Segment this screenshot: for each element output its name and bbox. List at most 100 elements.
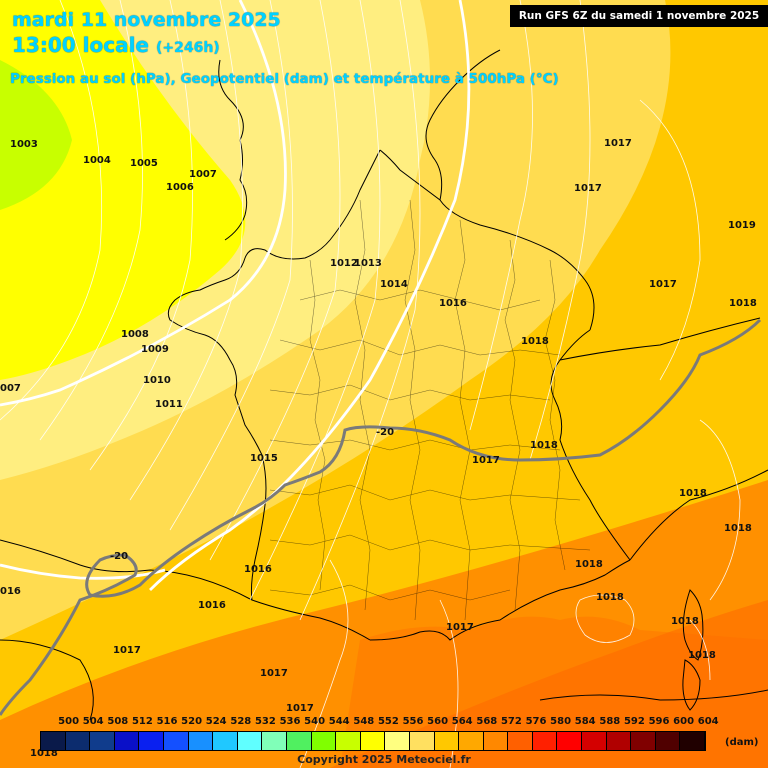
pressure-label: 1018 <box>596 592 624 603</box>
isotherm-label: -20 <box>110 551 128 562</box>
legend-tick-label: 576 <box>525 716 547 727</box>
pressure-label: 1004 <box>83 155 111 166</box>
local-time-value: 13:00 locale <box>12 33 149 57</box>
legend-tick-label: 536 <box>279 716 301 727</box>
color-legend <box>40 731 707 751</box>
pressure-label: 1017 <box>446 622 474 633</box>
legend-swatch <box>65 732 91 750</box>
pressure-label: 007 <box>0 383 21 394</box>
pressure-label: 1007 <box>189 169 217 180</box>
departments <box>269 199 591 621</box>
legend-tick-label: 592 <box>623 716 645 727</box>
legend-tick-label: 500 <box>58 716 80 727</box>
pressure-label: 1016 <box>244 564 272 575</box>
pressure-label: 1018 <box>521 336 549 347</box>
pressure-label: 1005 <box>130 158 158 169</box>
legend-tick-label: 520 <box>181 716 203 727</box>
legend-swatch <box>655 732 681 750</box>
legend-unit: (dam) <box>725 737 759 748</box>
legend-swatch <box>311 732 337 750</box>
pressure-label: 1017 <box>260 668 288 679</box>
pressure-label: 1019 <box>728 220 756 231</box>
pressure-label: 1003 <box>10 139 38 150</box>
legend-tick-label: 524 <box>205 716 227 727</box>
legend-swatch <box>114 732 140 750</box>
pressure-label: 1018 <box>671 616 699 627</box>
legend-swatch <box>680 732 706 750</box>
legend-tick-label: 604 <box>697 716 719 727</box>
legend-tick-label: 532 <box>254 716 276 727</box>
pressure-labels: 1003 1004 1005 1006 1007 1008 1009 1010 … <box>0 138 757 759</box>
legend-tick-label: 548 <box>353 716 375 727</box>
pressure-label: 1017 <box>286 703 314 714</box>
legend-tick-label: 556 <box>402 716 424 727</box>
legend-swatch <box>41 732 66 750</box>
pressure-label: 1010 <box>143 375 171 386</box>
map-title: mardi 11 novembre 2025 <box>12 9 281 31</box>
legend-tick-label: 544 <box>328 716 350 727</box>
run-info-banner: Run GFS 6Z du samedi 1 novembre 2025 <box>510 5 768 27</box>
legend-tick-label: 560 <box>427 716 449 727</box>
legend-swatch <box>582 732 607 750</box>
pressure-label: 1015 <box>250 453 278 464</box>
map-subtitle: Pression au sol (hPa), Geopotentiel (dam… <box>10 71 559 87</box>
copyright: Copyright 2025 Meteociel.fr <box>297 753 471 766</box>
pressure-label: 1017 <box>574 183 602 194</box>
legend-swatch <box>188 732 214 750</box>
legend-swatch <box>606 732 632 750</box>
pressure-label: 1017 <box>113 645 141 656</box>
legend-swatch <box>459 732 484 750</box>
pressure-label: 1016 <box>439 298 467 309</box>
temperature-isotherm <box>0 318 762 716</box>
geopotential-contours <box>0 0 471 591</box>
pressure-label: 1013 <box>354 258 382 269</box>
legend-swatch <box>434 732 460 750</box>
legend-swatch <box>557 732 583 750</box>
legend-swatch <box>163 732 189 750</box>
legend-swatch <box>508 732 533 750</box>
legend-tick-label: 528 <box>230 716 252 727</box>
isotherm-labels: -20 -20 <box>110 427 394 562</box>
legend-swatch <box>286 732 312 750</box>
legend-swatch <box>360 732 386 750</box>
legend-swatch <box>139 732 164 750</box>
pressure-label: 1018 <box>729 298 757 309</box>
legend-swatch <box>631 732 656 750</box>
legend-swatch <box>213 732 238 750</box>
pressure-label: 1018 <box>688 650 716 661</box>
legend-swatch <box>409 732 435 750</box>
legend-tick-label: 540 <box>304 716 326 727</box>
legend-swatch <box>336 732 361 750</box>
legend-tick-label: 512 <box>131 716 153 727</box>
isotherm-label: -20 <box>376 427 394 438</box>
coastlines <box>0 49 768 721</box>
pressure-label: 1018 <box>679 488 707 499</box>
pressure-label: 1006 <box>166 182 194 193</box>
pressure-label: 1016 <box>198 600 226 611</box>
legend-tick-label: 504 <box>82 716 104 727</box>
pressure-label: 1018 <box>530 440 558 451</box>
legend-swatch <box>385 732 410 750</box>
legend-swatch <box>90 732 115 750</box>
legend-swatch <box>532 732 558 750</box>
legend-tick-label: 564 <box>451 716 473 727</box>
legend-swatch <box>237 732 263 750</box>
legend-tick-label: 584 <box>574 716 596 727</box>
pressure-label: 1009 <box>141 344 169 355</box>
pressure-label: 1018 <box>30 748 58 759</box>
legend-tick-label: 580 <box>550 716 572 727</box>
legend-tick-label: 568 <box>476 716 498 727</box>
pressure-label: 016 <box>0 586 21 597</box>
legend-swatch <box>262 732 287 750</box>
isobars <box>0 0 741 768</box>
pressure-label: 1018 <box>724 523 752 534</box>
legend-tick-label: 552 <box>377 716 399 727</box>
legend-tick-label: 596 <box>648 716 670 727</box>
pressure-label: 1008 <box>121 329 149 340</box>
pressure-label: 1017 <box>649 279 677 290</box>
pressure-label: 1017 <box>604 138 632 149</box>
pressure-label: 1014 <box>380 279 408 290</box>
pressure-label: 1017 <box>472 455 500 466</box>
legend-tick-label: 600 <box>673 716 695 727</box>
